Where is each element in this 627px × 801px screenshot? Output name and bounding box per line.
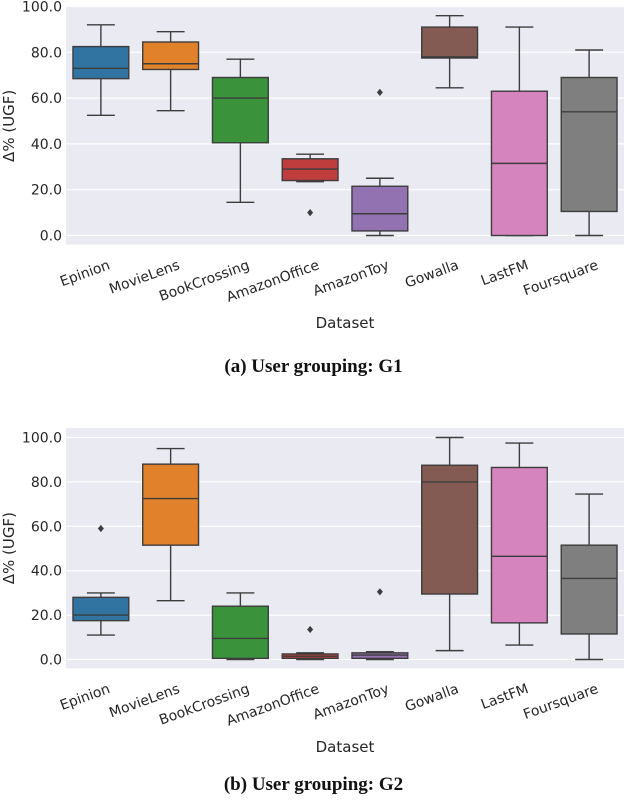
box-epinion: [72, 24, 130, 116]
x-tick-label: Foursquare: [521, 257, 600, 299]
box-foursquare: [560, 493, 618, 661]
x-tick-label: Gowalla: [403, 257, 461, 291]
y-tick-label: 20.0: [31, 183, 62, 199]
box-amazonoffice: [281, 153, 339, 217]
x-axis-label: Dataset: [316, 738, 375, 756]
box-iqr: [560, 544, 618, 635]
box-iqr: [211, 76, 269, 144]
outlier-point: [307, 625, 314, 634]
box-amazontoy: [351, 88, 409, 237]
x-axis-label: Dataset: [316, 314, 375, 332]
box-movielens: [142, 30, 200, 112]
box-amazontoy: [351, 588, 409, 661]
outlier-point: [307, 209, 314, 217]
box-epinion: [72, 524, 130, 636]
x-tick-label: Foursquare: [521, 681, 600, 723]
y-tick-label: 40.0: [31, 137, 62, 153]
caption-g1: (a) User grouping: G1: [224, 356, 403, 377]
box-gowalla: [421, 436, 479, 652]
box-gowalla: [421, 14, 479, 89]
y-tick-label: 80.0: [31, 45, 62, 61]
x-tick-label: AmazonToy: [311, 257, 391, 299]
y-tick-label: 0.0: [40, 653, 62, 669]
chart-panel-1: 0.0 20.0 40.0 60.0 80.0 100.0 Δ% (UGF) Dataset E…: [0, 0, 624, 332]
box-iqr: [142, 41, 200, 71]
box-iqr: [421, 464, 479, 595]
box-iqr: [490, 466, 548, 624]
x-tick-label: Epinion: [58, 681, 112, 714]
box-iqr: [72, 45, 130, 80]
box-iqr: [351, 185, 409, 232]
y-tick-label: 100.0: [22, 0, 62, 16]
y-tick-label: 40.0: [31, 564, 62, 580]
caption-g2: (b) User grouping: G2: [223, 774, 404, 795]
outlier-point: [97, 524, 104, 533]
y-tick-label: 60.0: [31, 91, 62, 107]
box-bookcrossing: [211, 592, 269, 661]
y-axis-label: Δ% (UGF): [0, 512, 18, 584]
box-amazonoffice: [281, 625, 339, 661]
outlier-point: [376, 588, 383, 596]
y-tick-label: 100.0: [22, 431, 62, 447]
outlier-point: [376, 88, 383, 96]
box-lastfm: [490, 442, 548, 646]
box-iqr: [142, 463, 200, 546]
y-axis-label: Δ% (UGF): [0, 90, 18, 162]
box-foursquare: [560, 49, 618, 237]
x-tick-label: AmazonToy: [311, 681, 391, 723]
chart-panel-2: 0.0 20.0 40.0 60.0 80.0 100.0 Δ% (UGF) Dataset E…: [0, 428, 624, 756]
box-lastfm: [490, 26, 548, 237]
box-iqr: [421, 26, 479, 59]
y-tick-label: 60.0: [31, 519, 62, 535]
y-tick-label: 20.0: [31, 608, 62, 624]
box-iqr: [72, 596, 130, 622]
box-bookcrossing: [211, 58, 269, 203]
box-iqr: [211, 605, 269, 660]
x-tick-label: Epinion: [58, 257, 112, 290]
x-tick-label: Gowalla: [403, 681, 461, 715]
box-iqr: [560, 76, 618, 213]
y-tick-label: 0.0: [40, 229, 62, 245]
box-movielens: [142, 447, 200, 602]
y-tick-label: 80.0: [31, 475, 62, 491]
